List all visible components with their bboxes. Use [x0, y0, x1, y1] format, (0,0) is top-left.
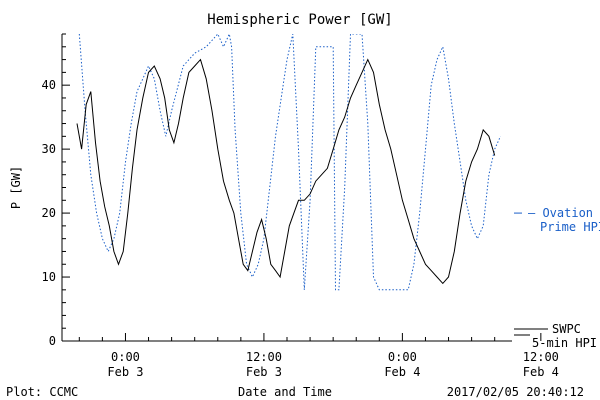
x-axis-label: Date and Time [238, 385, 332, 399]
legend-swpc-line1: SWPC [552, 322, 581, 336]
x-tick-label-time: 12:00 [246, 350, 282, 364]
y-tick-label: 0 [49, 334, 56, 348]
footer-timestamp: 2017/02/05 20:40:12 [447, 385, 584, 399]
x-tick-label-time: 0:00 [388, 350, 417, 364]
y-tick-label: 30 [42, 142, 56, 156]
x-tick-label-date: Feb 3 [107, 365, 143, 379]
swpc-5-min-hpi-line [76, 58, 496, 285]
x-tick-label-date: Feb 4 [384, 365, 420, 379]
chart-title: Hemispheric Power [GW] [207, 12, 392, 28]
legend-ovation-line2: Prime HPI [540, 220, 600, 234]
ovation-prime-hpi-line [78, 34, 501, 291]
y-tick-label: 20 [42, 206, 56, 220]
legend-swpc-line2: 5-min HPI [532, 336, 597, 350]
footer-credit: Plot: CCMC [6, 385, 78, 399]
y-axis-label: P [GW] [9, 166, 23, 209]
y-tick-label: 10 [42, 270, 56, 284]
x-tick-label-time: 0:00 [111, 350, 140, 364]
x-tick-label-date: Feb 4 [523, 365, 559, 379]
legend-ovation-line1: — Ovation [528, 206, 593, 220]
x-tick-label-date: Feb 3 [246, 365, 282, 379]
y-tick-label: 40 [42, 78, 56, 92]
x-tick-label-time: 12:00 [523, 350, 559, 364]
